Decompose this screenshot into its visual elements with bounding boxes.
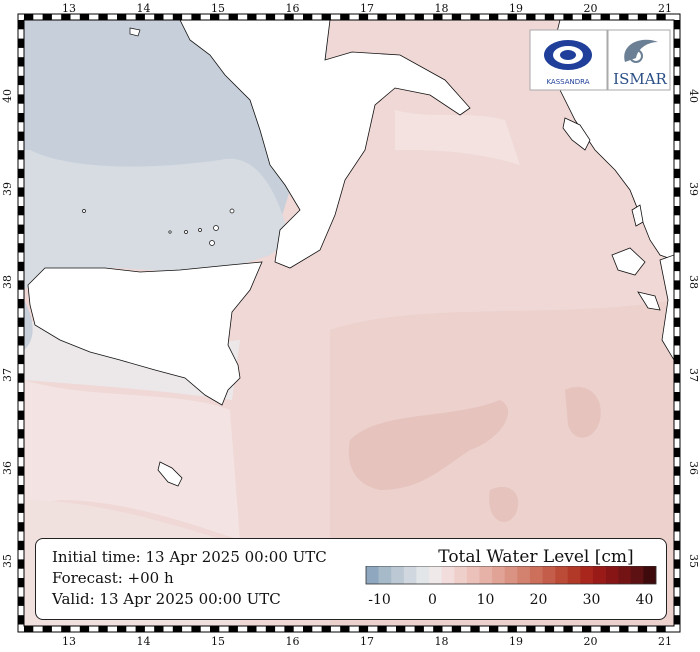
- land-corfu: [562, 117, 591, 151]
- colorbar-swatch: [466, 566, 480, 584]
- colorbar-swatch: [479, 566, 493, 584]
- info-legend-box: Initial time: 13 Apr 2025 00:00 UTC Fore…: [35, 538, 667, 620]
- lat-label-left: 40: [1, 89, 14, 103]
- colorbar-swatch: [618, 566, 632, 584]
- colorbar-swatch: [403, 566, 417, 584]
- sea-blob-3: [489, 486, 519, 522]
- lon-labels-bottom: 13 14 15 16 17 18 19 20 21: [62, 635, 672, 648]
- lon-label-bottom: 17: [360, 635, 374, 648]
- sea-light-sw: [24, 380, 240, 540]
- sea-taranto-light: [395, 110, 520, 165]
- lon-label-bottom: 16: [286, 635, 300, 648]
- legend-title: Total Water Level [cm]: [438, 547, 634, 567]
- frame-ticks: [18, 14, 680, 632]
- colorbar-swatch: [605, 566, 619, 584]
- ismar-logo: ISMAR: [607, 29, 671, 91]
- lon-label-bottom: 20: [584, 635, 598, 648]
- lon-label-top: 18: [435, 2, 449, 15]
- lon-label-top: 17: [360, 2, 374, 15]
- lon-labels-top: 13 14 15 16 17 18 19 20 21: [62, 2, 672, 15]
- colorbar-swatch: [580, 566, 594, 584]
- colorbar-swatch: [429, 566, 442, 584]
- initial-time-text: Initial time: 13 Apr 2025 00:00 UTC: [52, 548, 327, 566]
- island-aeolian-5: [184, 230, 188, 234]
- lat-label-right: 35: [687, 554, 700, 568]
- lon-label-bottom: 15: [211, 635, 225, 648]
- land-peloponnese: [659, 254, 674, 361]
- colorbar-swatch: [378, 566, 392, 584]
- colorbar-swatch: [555, 566, 569, 584]
- colorbar-label: 0: [428, 592, 437, 608]
- land-lefkada: [631, 204, 644, 227]
- colorbar: -10 0 10 20 30 40: [365, 566, 657, 608]
- colorbar-swatch: [630, 566, 644, 584]
- kassandra-logo: KASSANDRA: [529, 29, 608, 91]
- colorbar-swatch: [391, 566, 405, 584]
- colorbar-swatch: [567, 566, 581, 584]
- colorbar-label: 30: [583, 592, 601, 608]
- lon-label-top: 13: [62, 2, 76, 15]
- lat-label-right: 40: [687, 89, 700, 103]
- lon-label-bottom: 18: [435, 635, 449, 648]
- lat-label-left: 37: [1, 368, 14, 382]
- sea-west-blue: [24, 300, 33, 350]
- lat-label-right: 36: [687, 461, 700, 475]
- island-aeolian-4: [198, 228, 202, 232]
- lat-label-right: 39: [687, 182, 700, 196]
- sea-tyrrhenian-light: [24, 150, 290, 290]
- lat-label-right: 37: [687, 368, 700, 382]
- lat-label-left: 35: [1, 554, 14, 568]
- land-zakynthos: [637, 291, 661, 311]
- lon-label-top: 20: [584, 2, 598, 15]
- land-kefalonia: [611, 247, 646, 276]
- lat-labels-left: 35 36 37 38 39 40: [1, 89, 14, 568]
- lon-label-top: 21: [658, 2, 672, 15]
- land-italy: [179, 20, 471, 269]
- island-aeolian-6: [168, 230, 172, 234]
- valid-time-text: Valid: 13 Apr 2025 00:00 UTC: [52, 590, 281, 608]
- lat-label-left: 39: [1, 182, 14, 196]
- map-area: [24, 20, 674, 626]
- island-north: [129, 27, 141, 37]
- lon-label-top: 19: [509, 2, 523, 15]
- colorbar-label: 10: [477, 592, 495, 608]
- land-malta: [157, 461, 183, 487]
- colorbar-swatch: [492, 566, 505, 584]
- lon-label-bottom: 21: [658, 635, 672, 648]
- lon-label-top: 14: [137, 2, 151, 15]
- colorbar-swatch: [529, 566, 543, 584]
- colorbar-swatch: [366, 566, 379, 584]
- colorbar-swatch: [504, 566, 518, 584]
- colorbar-swatch: [517, 566, 531, 584]
- lon-label-top: 16: [286, 2, 300, 15]
- island-aeolian-2: [213, 225, 219, 231]
- colorbar-swatch: [592, 566, 606, 584]
- colorbar-label: -10: [368, 592, 391, 608]
- colorbar-swatch: [643, 566, 657, 584]
- lon-label-bottom: 13: [62, 635, 76, 648]
- colorbar-label: 40: [636, 592, 654, 608]
- colorbar-swatch: [542, 566, 556, 584]
- lat-label-left: 36: [1, 461, 14, 475]
- island-aeolian-3: [209, 240, 215, 246]
- ismar-logo-text: ISMAR: [613, 70, 667, 88]
- lon-label-bottom: 14: [137, 635, 151, 648]
- colorbar-swatch: [416, 566, 430, 584]
- lat-label-left: 38: [1, 275, 14, 289]
- land-sicily: [27, 261, 263, 406]
- lon-label-bottom: 19: [509, 635, 523, 648]
- lon-label-top: 15: [211, 2, 225, 15]
- lat-label-right: 38: [687, 275, 700, 289]
- colorbar-swatch: [441, 566, 455, 584]
- island-aeolian-1: [229, 208, 235, 214]
- colorbar-swatch: [454, 566, 468, 584]
- forecast-text: Forecast: +00 h: [52, 569, 174, 587]
- island-ustica: [82, 209, 86, 213]
- lat-labels-right: 35 36 37 38 39 40: [687, 89, 700, 568]
- sea-blob-2: [565, 386, 601, 438]
- kassandra-logo-text: KASSANDRA: [546, 78, 589, 86]
- colorbar-label: 20: [530, 592, 548, 608]
- sea-blob-1: [348, 400, 509, 490]
